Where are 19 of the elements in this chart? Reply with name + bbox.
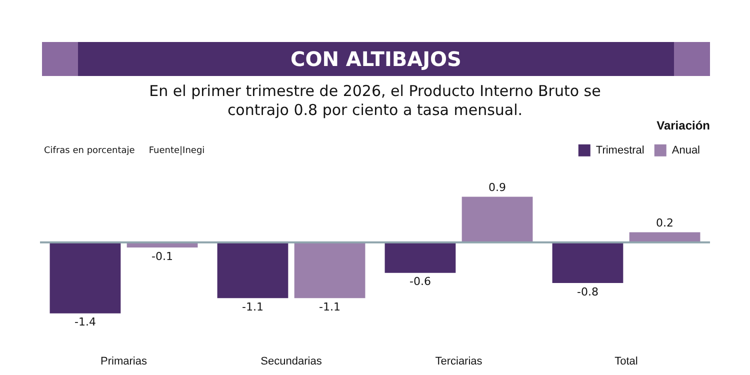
data-label: 0.9 bbox=[488, 181, 506, 194]
x-tick-label: Secundarias bbox=[260, 355, 322, 368]
x-tick-label: Primarias bbox=[100, 355, 148, 368]
data-label: -1.1 bbox=[319, 300, 341, 314]
text: Cifras en porcentaje bbox=[44, 146, 135, 156]
chart-title: CON ALTIBAJOS bbox=[78, 42, 674, 76]
data-label: -1.4 bbox=[74, 316, 96, 329]
data-label: 0.2 bbox=[656, 216, 674, 230]
chart-subtitle: En el primer trimestre de 2026, el Producto Interno Bruto se contrajo 0.8 por ciento a tasa mensual. bbox=[148, 82, 602, 120]
data-label: -0.1 bbox=[152, 250, 174, 263]
legend-label: Trimestral bbox=[596, 144, 644, 156]
data-label: -1.1 bbox=[242, 300, 264, 314]
x-tick-label: Total bbox=[614, 355, 638, 368]
legend-title: Variación bbox=[656, 118, 710, 132]
data-label: -0.8 bbox=[576, 285, 598, 298]
data-label: -0.6 bbox=[409, 275, 431, 288]
source-note: Fuente|Inegi bbox=[148, 146, 205, 156]
x-tick-label: Terciarias bbox=[435, 355, 483, 368]
legend-label: Anual bbox=[672, 144, 700, 156]
